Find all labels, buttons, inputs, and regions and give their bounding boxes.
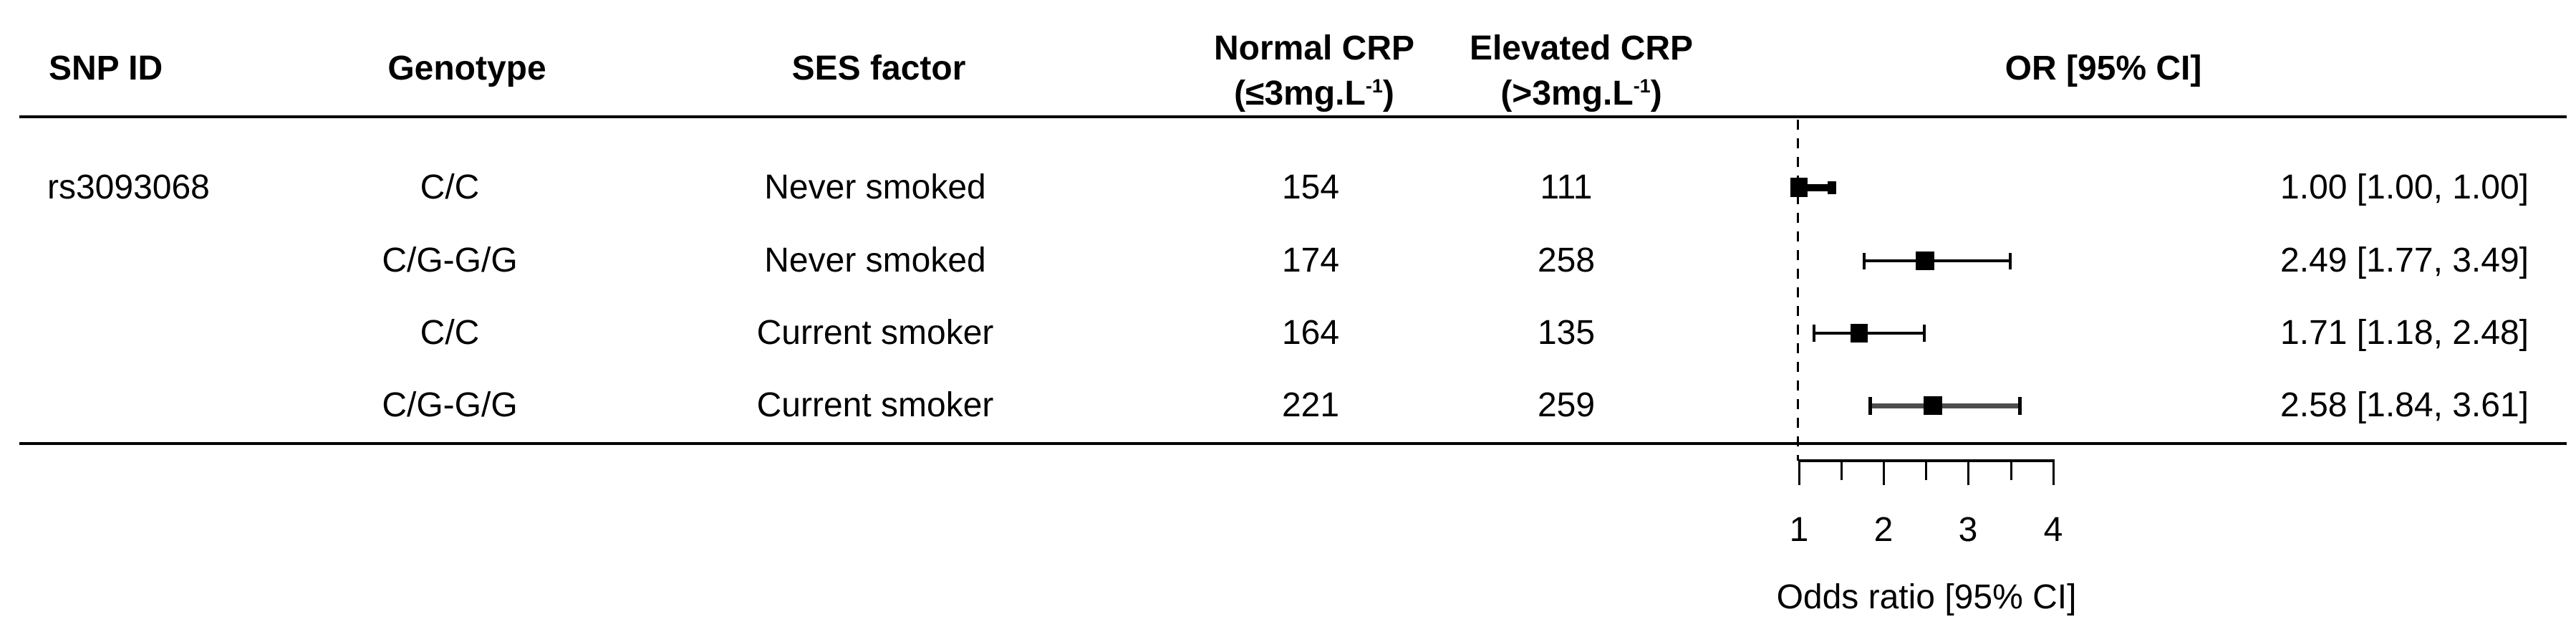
ses-factor-cell: Current smoker: [756, 386, 994, 424]
or-point-square: [1924, 396, 1942, 415]
reference-line-or-1: [1797, 120, 1799, 461]
elevated-crp-unit-pre: (>3mg.L: [1500, 75, 1634, 112]
or-ci-cell: 2.58 [1.84, 3.61]: [2280, 386, 2529, 424]
x-axis-tick-2-5: [1925, 461, 1927, 480]
normal-crp-header-line2: (≤3mg.L-1): [1171, 67, 1457, 112]
x-tick-label-1: 1: [1789, 511, 1809, 549]
elevated-crp-cell: 135: [1537, 314, 1596, 352]
x-axis-tick-4: [2052, 461, 2055, 485]
or-point-square: [1916, 252, 1934, 270]
or-point-square: [1790, 178, 1808, 197]
ci-cap-right: [1828, 181, 1836, 194]
elevated-crp-header-line2: (>3mg.L-1): [1438, 67, 1724, 112]
header-divider-rule: [19, 115, 2567, 118]
column-header-normal-crp: Normal CRP (≤3mg.L-1): [1171, 30, 1457, 112]
ci-whisker: [1864, 259, 2010, 262]
ci-whisker: [1808, 184, 1833, 191]
or-point-square: [1851, 324, 1868, 343]
elevated-crp-header-line1: Elevated CRP: [1469, 29, 1694, 67]
normal-crp-header-line1: Normal CRP: [1213, 29, 1415, 67]
genotype-cell: C/G-G/G: [382, 241, 518, 279]
ci-cap-left: [1868, 397, 1872, 415]
or-ci-cell: 1.00 [1.00, 1.00]: [2280, 168, 2529, 206]
ci-cap-left: [1863, 253, 1866, 269]
normal-crp-cell: 164: [1281, 314, 1340, 352]
column-header-snp-id: SNP ID: [49, 49, 163, 87]
normal-crp-cell: 174: [1281, 241, 1340, 279]
ci-cap-right: [1923, 325, 1926, 342]
table-row: rs3093068 C/C Never smoked 154 111 1.00 …: [0, 168, 2576, 208]
bottom-divider-rule: [19, 442, 2567, 445]
ses-factor-cell: Never smoked: [764, 241, 986, 279]
ci-cap-right: [2009, 253, 2012, 269]
column-header-genotype: Genotype: [387, 49, 546, 87]
elevated-crp-cell: 259: [1537, 386, 1596, 424]
ci-cap-right: [2018, 397, 2022, 415]
column-header-ses-factor: SES factor: [791, 49, 966, 87]
normal-crp-unit-post: ): [1382, 75, 1394, 112]
x-axis-tick-1: [1798, 461, 1800, 485]
ses-factor-cell: Never smoked: [764, 168, 986, 206]
ses-factor-cell: Current smoker: [756, 314, 994, 352]
x-tick-label-4: 4: [2043, 511, 2063, 549]
ci-cap-left: [1813, 325, 1815, 342]
x-axis-tick-3-5: [2010, 461, 2012, 480]
x-axis-tick-1-5: [1841, 461, 1843, 480]
elevated-crp-unit-exponent: -1: [1633, 75, 1651, 97]
column-header-or-ci: OR [95% CI]: [2005, 49, 2202, 87]
elevated-crp-unit-post: ): [1650, 75, 1662, 112]
table-row: C/G-G/G Never smoked 174 258 2.49 [1.77,…: [0, 241, 2576, 281]
x-axis-tick-2: [1883, 461, 1885, 485]
x-axis-title: Odds ratio [95% CI]: [1776, 578, 2077, 616]
snp-id-cell: rs3093068: [47, 168, 210, 206]
normal-crp-unit-exponent: -1: [1365, 75, 1383, 97]
x-tick-label-3: 3: [1958, 511, 1978, 549]
normal-crp-cell: 221: [1281, 386, 1340, 424]
or-ci-cell: 1.71 [1.18, 2.48]: [2280, 314, 2529, 352]
or-ci-cell: 2.49 [1.77, 3.49]: [2280, 241, 2529, 279]
table-row: C/C Current smoker 164 135 1.71 [1.18, 2…: [0, 313, 2576, 353]
table-row: C/G-G/G Current smoker 221 259 2.58 [1.8…: [0, 385, 2576, 426]
ci-whisker: [1814, 332, 1924, 335]
column-header-elevated-crp: Elevated CRP (>3mg.L-1): [1438, 30, 1724, 112]
normal-crp-cell: 154: [1281, 168, 1340, 206]
x-axis-tick-3: [1967, 461, 1969, 485]
genotype-cell: C/C: [420, 168, 480, 206]
genotype-cell: C/C: [420, 314, 480, 352]
x-tick-label-2: 2: [1873, 511, 1894, 549]
ci-whisker: [1870, 403, 2020, 408]
genotype-cell: C/G-G/G: [382, 386, 518, 424]
elevated-crp-cell: 111: [1540, 168, 1593, 206]
normal-crp-unit-pre: (≤3mg.L: [1234, 75, 1366, 112]
elevated-crp-cell: 258: [1537, 241, 1596, 279]
